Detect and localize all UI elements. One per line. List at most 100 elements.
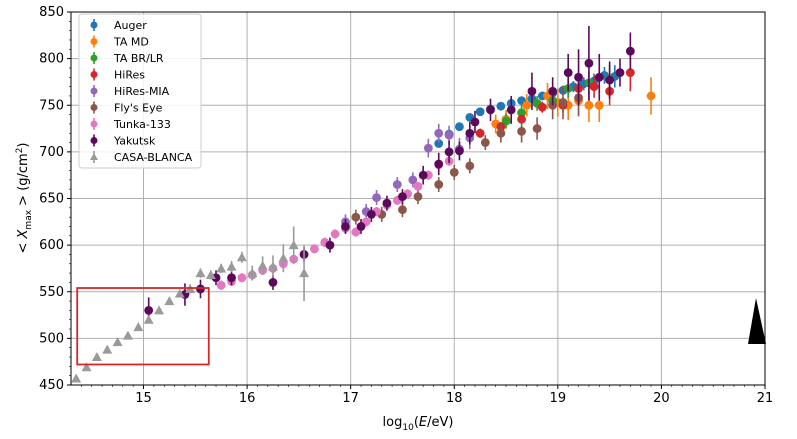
series-casa-blanca	[71, 226, 310, 383]
x-tick-label: 21	[757, 391, 774, 406]
data-point	[133, 322, 144, 332]
y-axis-label: < Xmax > (g/cm2)	[15, 142, 34, 253]
x-tick-label: 20	[653, 391, 670, 406]
data-point	[247, 268, 258, 278]
data-point	[625, 46, 635, 56]
data-point	[236, 252, 247, 262]
data-point	[455, 122, 464, 132]
legend-label: Yakutsk	[113, 135, 156, 148]
data-point	[423, 143, 433, 153]
legend-marker	[90, 153, 98, 160]
data-point	[288, 240, 299, 250]
data-point	[122, 330, 133, 340]
grid-lines	[71, 11, 766, 386]
y-tick-label: 550	[39, 285, 64, 300]
data-markers	[71, 25, 656, 383]
legend: Auger TA MD TA BR/LR HiRes HiRes-MIA Fly's Ey…	[78, 13, 202, 169]
x-tick-label: 18	[446, 391, 463, 406]
axes: 15 16 17 18 19 20 21 450 500 550 600 650 700 750 800 85…	[39, 5, 773, 406]
data-point	[144, 306, 154, 315]
y-tick-label: 700	[39, 145, 64, 160]
data-point	[470, 117, 480, 127]
data-point	[444, 147, 454, 157]
data-point	[366, 209, 376, 219]
y-tick-label: 500	[39, 331, 64, 346]
data-point	[216, 263, 227, 273]
legend-marker	[90, 71, 98, 78]
data-point	[71, 373, 82, 383]
y-tick-label: 750	[39, 98, 64, 113]
x-tick-label: 19	[550, 391, 567, 406]
data-point	[517, 126, 526, 136]
data-point	[625, 68, 635, 78]
data-point	[455, 146, 464, 156]
legend-item: Fly's Eye	[90, 101, 163, 115]
legend-marker	[90, 21, 98, 29]
data-point	[408, 175, 418, 185]
legend-label: Fly's Eye	[114, 102, 163, 115]
data-point	[558, 98, 568, 107]
data-point	[527, 86, 537, 96]
series-yakutsk	[144, 25, 635, 324]
legend-marker	[90, 104, 98, 111]
data-point	[548, 86, 558, 96]
data-point	[605, 75, 615, 85]
data-point	[351, 212, 361, 222]
data-point	[102, 344, 113, 354]
legend-label: HiRes-MIA	[114, 85, 170, 98]
data-point	[216, 280, 226, 290]
data-point	[480, 138, 490, 147]
data-point	[392, 180, 402, 189]
data-point	[418, 170, 428, 180]
data-point	[413, 192, 423, 202]
data-point	[465, 161, 475, 171]
data-point	[594, 72, 604, 82]
legend-item: Auger	[90, 19, 147, 32]
data-point	[341, 222, 350, 231]
data-point	[486, 105, 495, 115]
data-point	[154, 305, 165, 315]
data-point	[517, 108, 526, 118]
y-tick-label: 450	[39, 378, 64, 393]
data-point	[594, 100, 604, 110]
data-point	[646, 91, 656, 101]
data-point	[205, 269, 216, 279]
data-point	[91, 352, 102, 362]
legend-label: TA BR/LR	[113, 52, 164, 65]
data-point	[267, 261, 278, 271]
data-point	[496, 128, 506, 138]
x-tick-label: 17	[342, 391, 359, 406]
data-point	[398, 192, 407, 202]
black-triangle-marker	[748, 298, 766, 344]
legend-label: CASA-BLANCA	[114, 151, 193, 164]
legend-marker	[90, 87, 98, 95]
data-point	[174, 288, 185, 298]
data-point	[356, 222, 366, 231]
data-point	[299, 268, 310, 278]
legend-label: Tunka-133	[113, 118, 171, 131]
data-point	[532, 124, 542, 133]
data-point	[522, 100, 532, 110]
data-point	[589, 82, 599, 91]
data-point	[196, 284, 205, 294]
legend-marker	[90, 54, 98, 62]
data-point	[164, 296, 175, 306]
legend-label: Auger	[114, 19, 147, 32]
legend-label: HiRes	[114, 69, 145, 82]
x-tick-label: 16	[239, 391, 256, 406]
legend-marker	[90, 38, 98, 45]
x-tick-label: 15	[135, 391, 152, 406]
legend-item: TA BR/LR	[90, 52, 164, 65]
data-point	[563, 68, 573, 78]
data-point	[227, 273, 236, 283]
data-point	[584, 58, 594, 68]
legend-marker	[90, 120, 98, 128]
data-point	[449, 167, 459, 177]
data-point	[195, 268, 206, 278]
legend-label: TA MD	[113, 36, 149, 49]
data-point	[434, 180, 444, 189]
data-point	[413, 181, 423, 191]
data-point	[143, 314, 154, 324]
